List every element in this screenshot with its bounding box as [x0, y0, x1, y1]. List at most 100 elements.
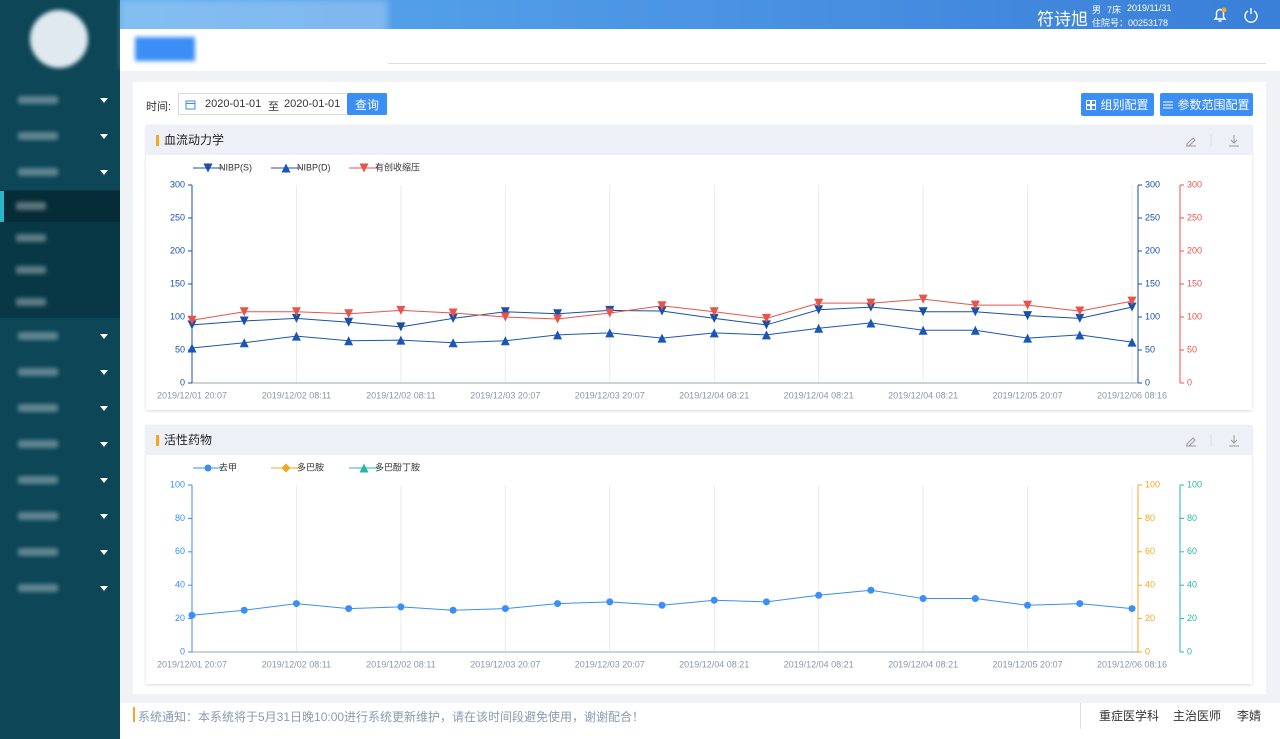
menu-item[interactable] [18, 548, 58, 556]
marker [448, 313, 458, 323]
marker [396, 322, 406, 332]
y-tick-label: 40 [175, 580, 185, 590]
y-tick-label: 50 [175, 344, 185, 354]
y-tick-label: 80 [1145, 513, 1155, 523]
marker [657, 333, 667, 343]
menu-item[interactable] [18, 96, 58, 104]
gender: 男 [1092, 5, 1102, 15]
y-tick-label: 250 [1145, 212, 1160, 222]
date: 2019/11/31 [1127, 3, 1172, 13]
marker [814, 305, 824, 315]
marker [500, 307, 510, 317]
marker [396, 305, 406, 315]
bell-icon[interactable] [1213, 8, 1227, 22]
menu-item[interactable] [18, 332, 58, 340]
power-icon[interactable] [1244, 8, 1258, 23]
menu-item[interactable] [18, 512, 58, 520]
x-tick-label: 2019/12/06 08:16 [1097, 390, 1167, 400]
tab-line [388, 63, 1266, 64]
marker [761, 320, 771, 330]
doctor: 李婧 [1237, 709, 1262, 723]
edit-icon[interactable] [1186, 137, 1196, 147]
marker [970, 300, 980, 310]
marker [710, 596, 718, 604]
marker [345, 605, 353, 613]
menu-arrow [100, 478, 108, 483]
marker [971, 595, 979, 603]
menu-arrow [100, 550, 108, 555]
panel [146, 425, 1252, 684]
menu-item[interactable] [16, 202, 46, 210]
patient-info: 男 7床 2019/11/31 [1092, 3, 1171, 16]
y-tick-label: 0 [1187, 377, 1192, 387]
marker [1127, 302, 1137, 312]
marker [187, 343, 197, 353]
y-tick-label: 40 [1187, 580, 1197, 590]
x-tick-label: 2019/12/05 20:07 [993, 659, 1063, 669]
x-tick-label: 2019/12/02 08:11 [262, 659, 331, 669]
marker [814, 298, 824, 308]
marker [291, 313, 301, 323]
marker [815, 591, 823, 599]
x-tick-label: 2019/12/05 20:07 [993, 390, 1063, 400]
grid-icon [1086, 99, 1097, 110]
x-tick-label: 2019/12/01 20:07 [157, 659, 227, 669]
marker [500, 336, 510, 346]
query-button[interactable]: 查询 [347, 93, 387, 115]
marker [970, 325, 980, 335]
legend-label: 有创收缩压 [375, 161, 420, 172]
department: 重症医学科 [1099, 709, 1160, 723]
blurred-tab[interactable] [135, 37, 195, 61]
marker [918, 294, 928, 304]
menu-item[interactable] [18, 132, 58, 140]
marker [1023, 300, 1033, 310]
edit-icon[interactable] [1186, 437, 1196, 447]
time-label: 时间: [146, 101, 172, 113]
marker [814, 323, 824, 333]
y-tick-label: 200 [170, 245, 185, 255]
marker [359, 163, 369, 173]
title-bar [156, 435, 159, 446]
sidebar [0, 0, 120, 739]
notice-bar [133, 707, 135, 722]
marker [292, 600, 300, 608]
marker [344, 317, 354, 327]
menu-item[interactable] [16, 298, 46, 306]
download-icon[interactable] [1229, 135, 1239, 147]
active-item[interactable] [0, 191, 120, 222]
download-icon[interactable] [1229, 435, 1239, 447]
marker [344, 336, 354, 346]
menu-item[interactable] [18, 440, 58, 448]
y-tick-label: 0 [1145, 646, 1150, 656]
menu-item[interactable] [18, 476, 58, 484]
marker [187, 320, 197, 330]
y-tick-label: 250 [170, 212, 185, 222]
marker [761, 330, 771, 340]
y-tick-label: 0 [1145, 377, 1150, 387]
legend-label: 去甲 [219, 461, 237, 472]
y-tick-label: 80 [175, 513, 185, 523]
notice: 系统通知：本系统将于5月31日晚10:00进行系统更新维护，请在该时间段避免使用… [138, 710, 645, 724]
y-tick-label: 50 [1187, 344, 1197, 354]
menu-item[interactable] [16, 234, 46, 242]
sliders-icon [1163, 101, 1174, 108]
menu-item[interactable] [18, 168, 58, 176]
y-tick-label: 250 [1187, 212, 1202, 222]
menu-item[interactable] [16, 266, 46, 274]
marker [291, 307, 301, 317]
group-config-text: 组别配置 [1100, 98, 1149, 112]
y-tick-label: 20 [1145, 613, 1155, 623]
marker [344, 309, 354, 319]
menu-item[interactable] [18, 404, 58, 412]
marker [397, 603, 405, 611]
menu-item[interactable] [18, 368, 58, 376]
range-config-text: 参数范围配置 [1177, 98, 1250, 112]
admission-no: 00253178 [1128, 18, 1169, 28]
menu-item[interactable] [18, 584, 58, 592]
marker [1076, 600, 1084, 608]
range-config-button[interactable]: 参数范围配置 [1160, 93, 1253, 116]
date-range[interactable]: 2020-01-01 至 2020-01-01 [178, 93, 387, 115]
group-config-button[interactable]: 组别配置 [1081, 93, 1154, 116]
y-tick-label: 150 [1187, 278, 1202, 288]
